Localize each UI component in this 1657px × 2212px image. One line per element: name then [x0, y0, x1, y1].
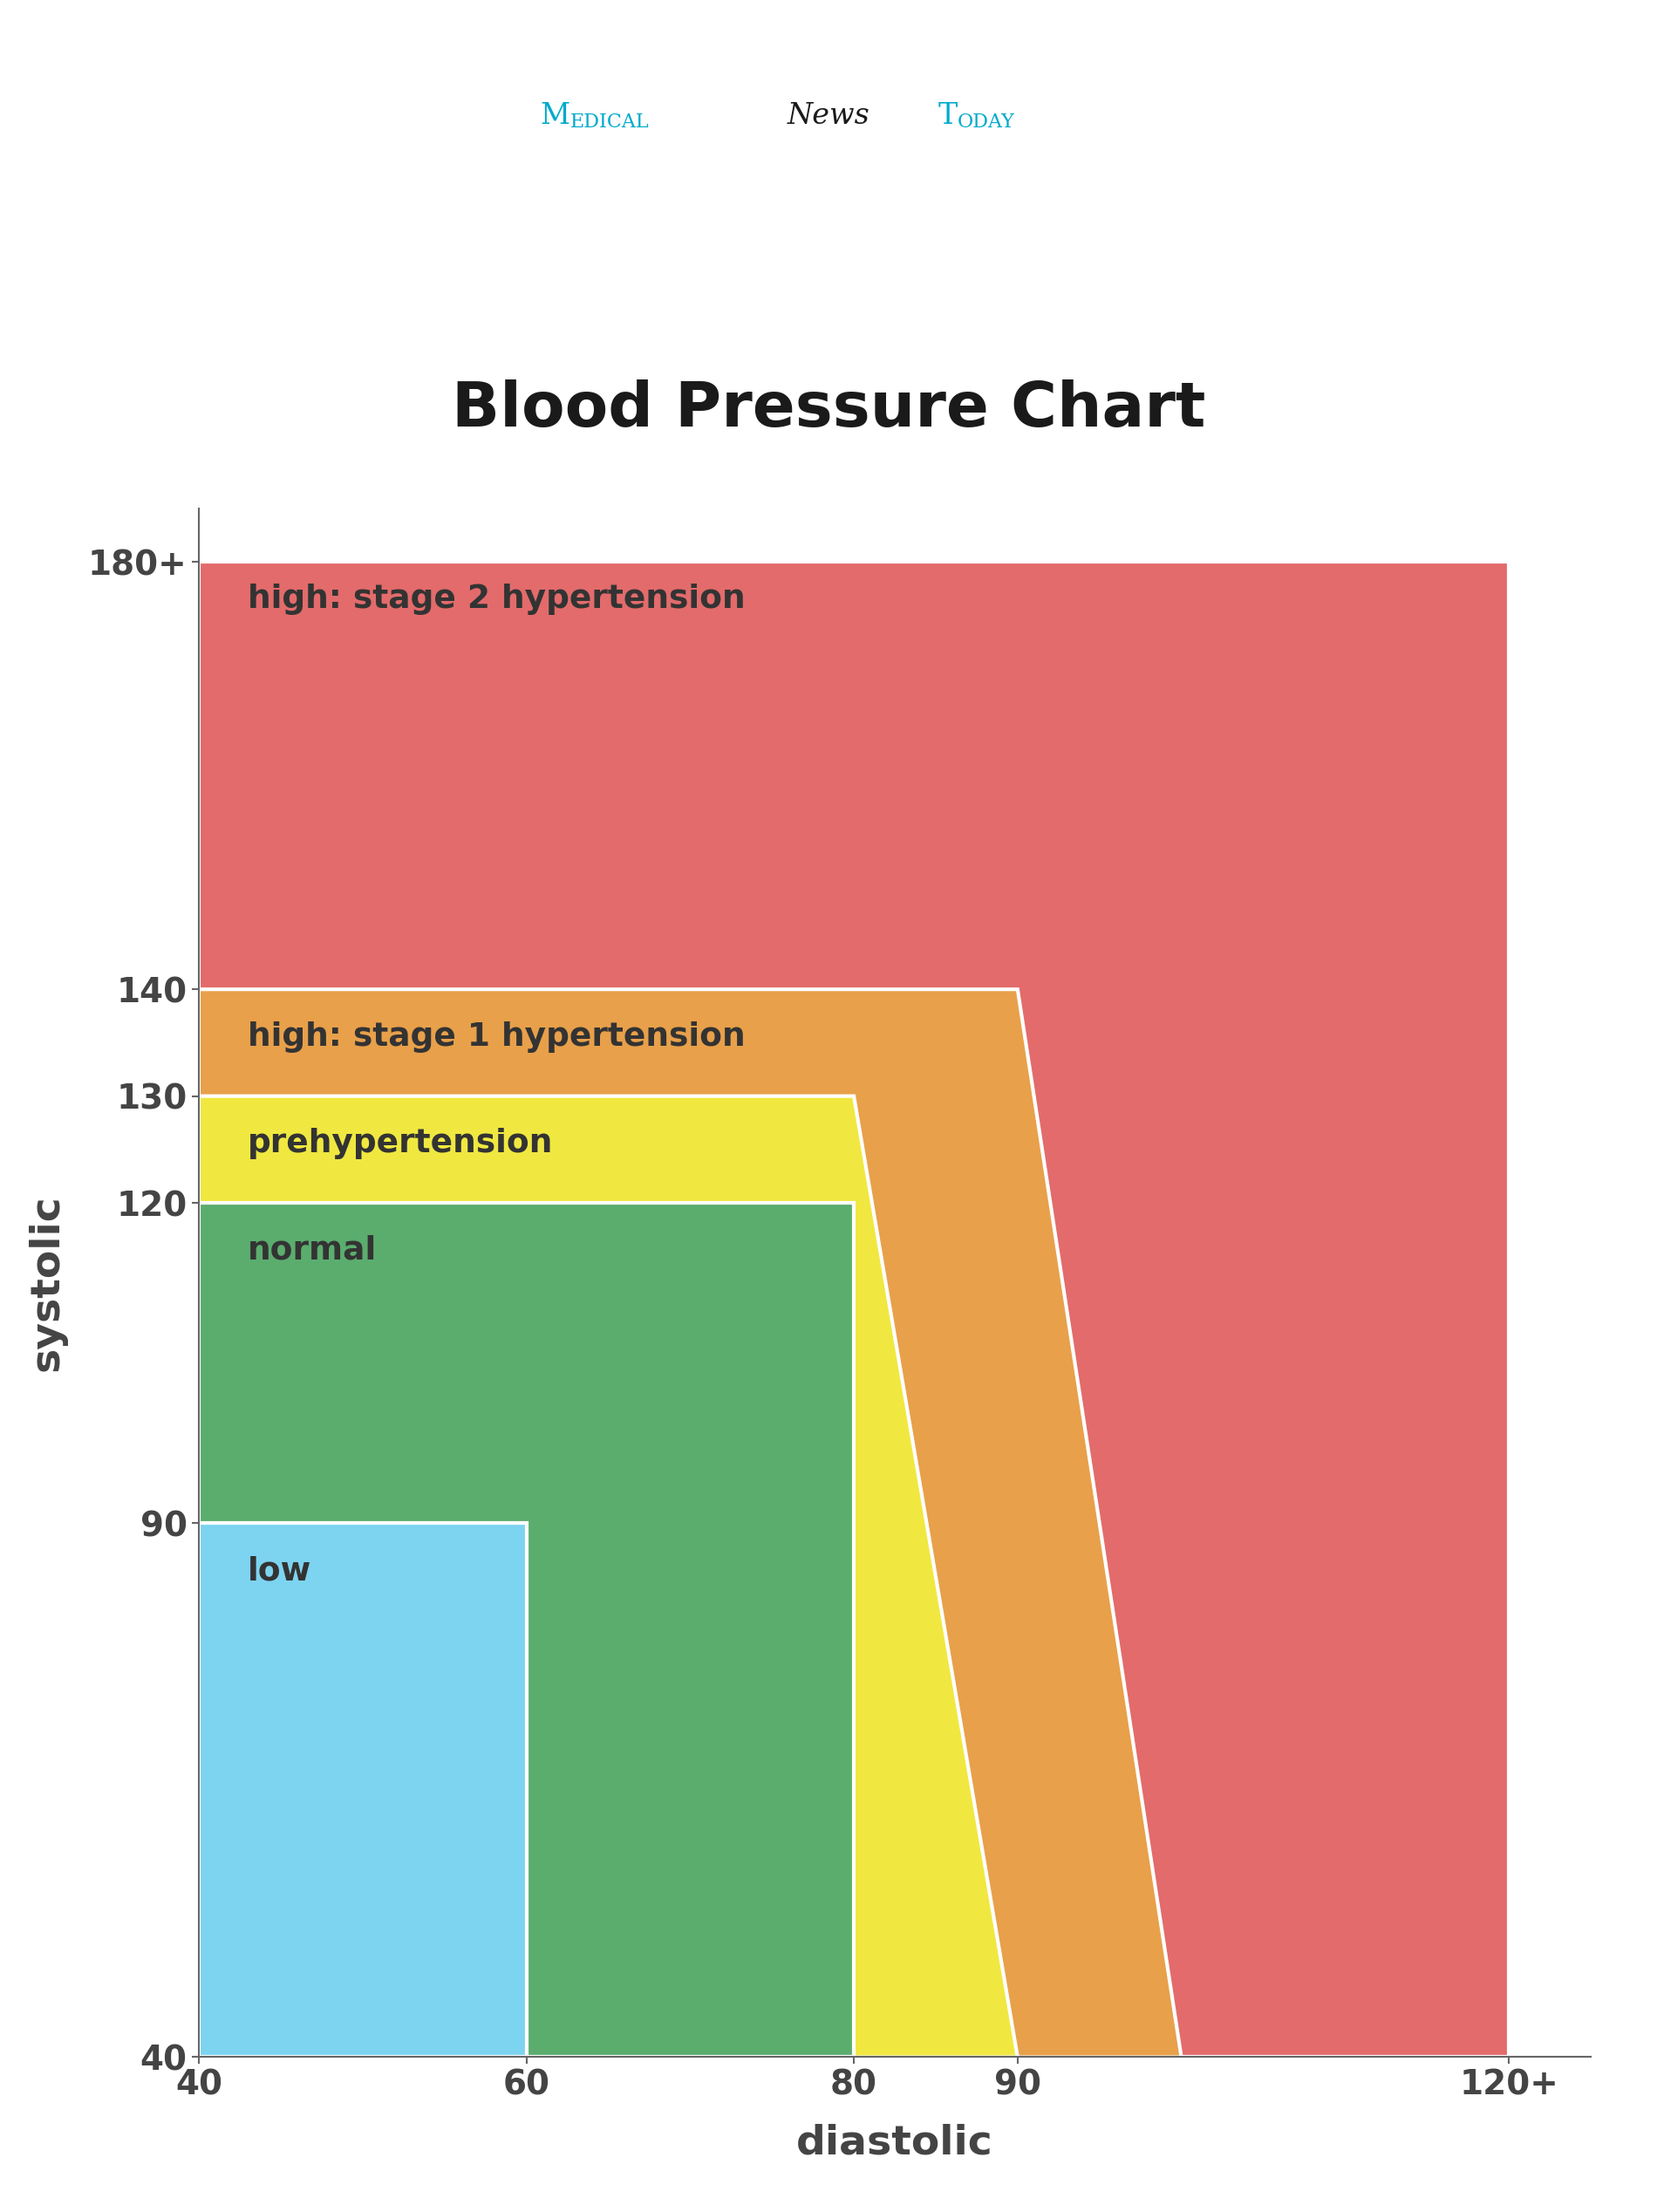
X-axis label: diastolic: diastolic — [797, 2124, 993, 2163]
Text: high: stage 1 hypertension: high: stage 1 hypertension — [249, 1022, 746, 1053]
Text: T: T — [938, 102, 958, 131]
Text: normal: normal — [249, 1234, 378, 1265]
Y-axis label: systolic: systolic — [27, 1194, 66, 1371]
Polygon shape — [199, 562, 1510, 2057]
Polygon shape — [199, 1524, 527, 2057]
Polygon shape — [199, 989, 1181, 2057]
Text: prehypertension: prehypertension — [249, 1128, 553, 1159]
Text: EDICAL: EDICAL — [570, 113, 650, 133]
Text: M: M — [540, 102, 570, 131]
Text: Blood Pressure Chart: Blood Pressure Chart — [452, 378, 1205, 440]
Text: high: stage 2 hypertension: high: stage 2 hypertension — [249, 584, 746, 615]
Text: News: News — [787, 102, 870, 131]
Text: low: low — [249, 1555, 312, 1586]
Text: ODAY: ODAY — [958, 113, 1016, 133]
Polygon shape — [199, 1203, 853, 2057]
Polygon shape — [199, 1097, 1017, 2057]
